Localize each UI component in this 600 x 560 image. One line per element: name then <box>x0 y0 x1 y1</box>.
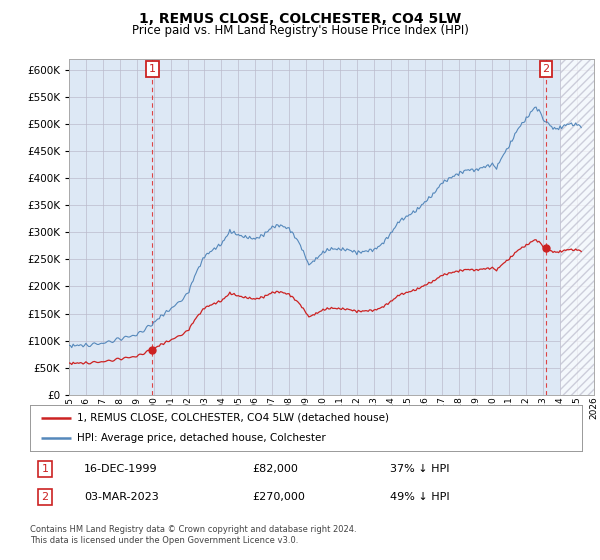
Text: 2: 2 <box>542 64 550 74</box>
Text: HPI: Average price, detached house, Colchester: HPI: Average price, detached house, Colc… <box>77 433 326 443</box>
Text: 37% ↓ HPI: 37% ↓ HPI <box>390 464 449 474</box>
Bar <box>560 59 600 395</box>
Text: 49% ↓ HPI: 49% ↓ HPI <box>390 492 449 502</box>
Text: Contains HM Land Registry data © Crown copyright and database right 2024.
This d: Contains HM Land Registry data © Crown c… <box>30 525 356 545</box>
Text: 16-DEC-1999: 16-DEC-1999 <box>84 464 158 474</box>
Text: 03-MAR-2023: 03-MAR-2023 <box>84 492 159 502</box>
Text: £270,000: £270,000 <box>252 492 305 502</box>
Text: £82,000: £82,000 <box>252 464 298 474</box>
Text: 1, REMUS CLOSE, COLCHESTER, CO4 5LW: 1, REMUS CLOSE, COLCHESTER, CO4 5LW <box>139 12 461 26</box>
Text: 1: 1 <box>149 64 156 74</box>
Text: Price paid vs. HM Land Registry's House Price Index (HPI): Price paid vs. HM Land Registry's House … <box>131 24 469 37</box>
Text: 2: 2 <box>41 492 49 502</box>
Text: 1: 1 <box>41 464 49 474</box>
Text: 1, REMUS CLOSE, COLCHESTER, CO4 5LW (detached house): 1, REMUS CLOSE, COLCHESTER, CO4 5LW (det… <box>77 413 389 423</box>
